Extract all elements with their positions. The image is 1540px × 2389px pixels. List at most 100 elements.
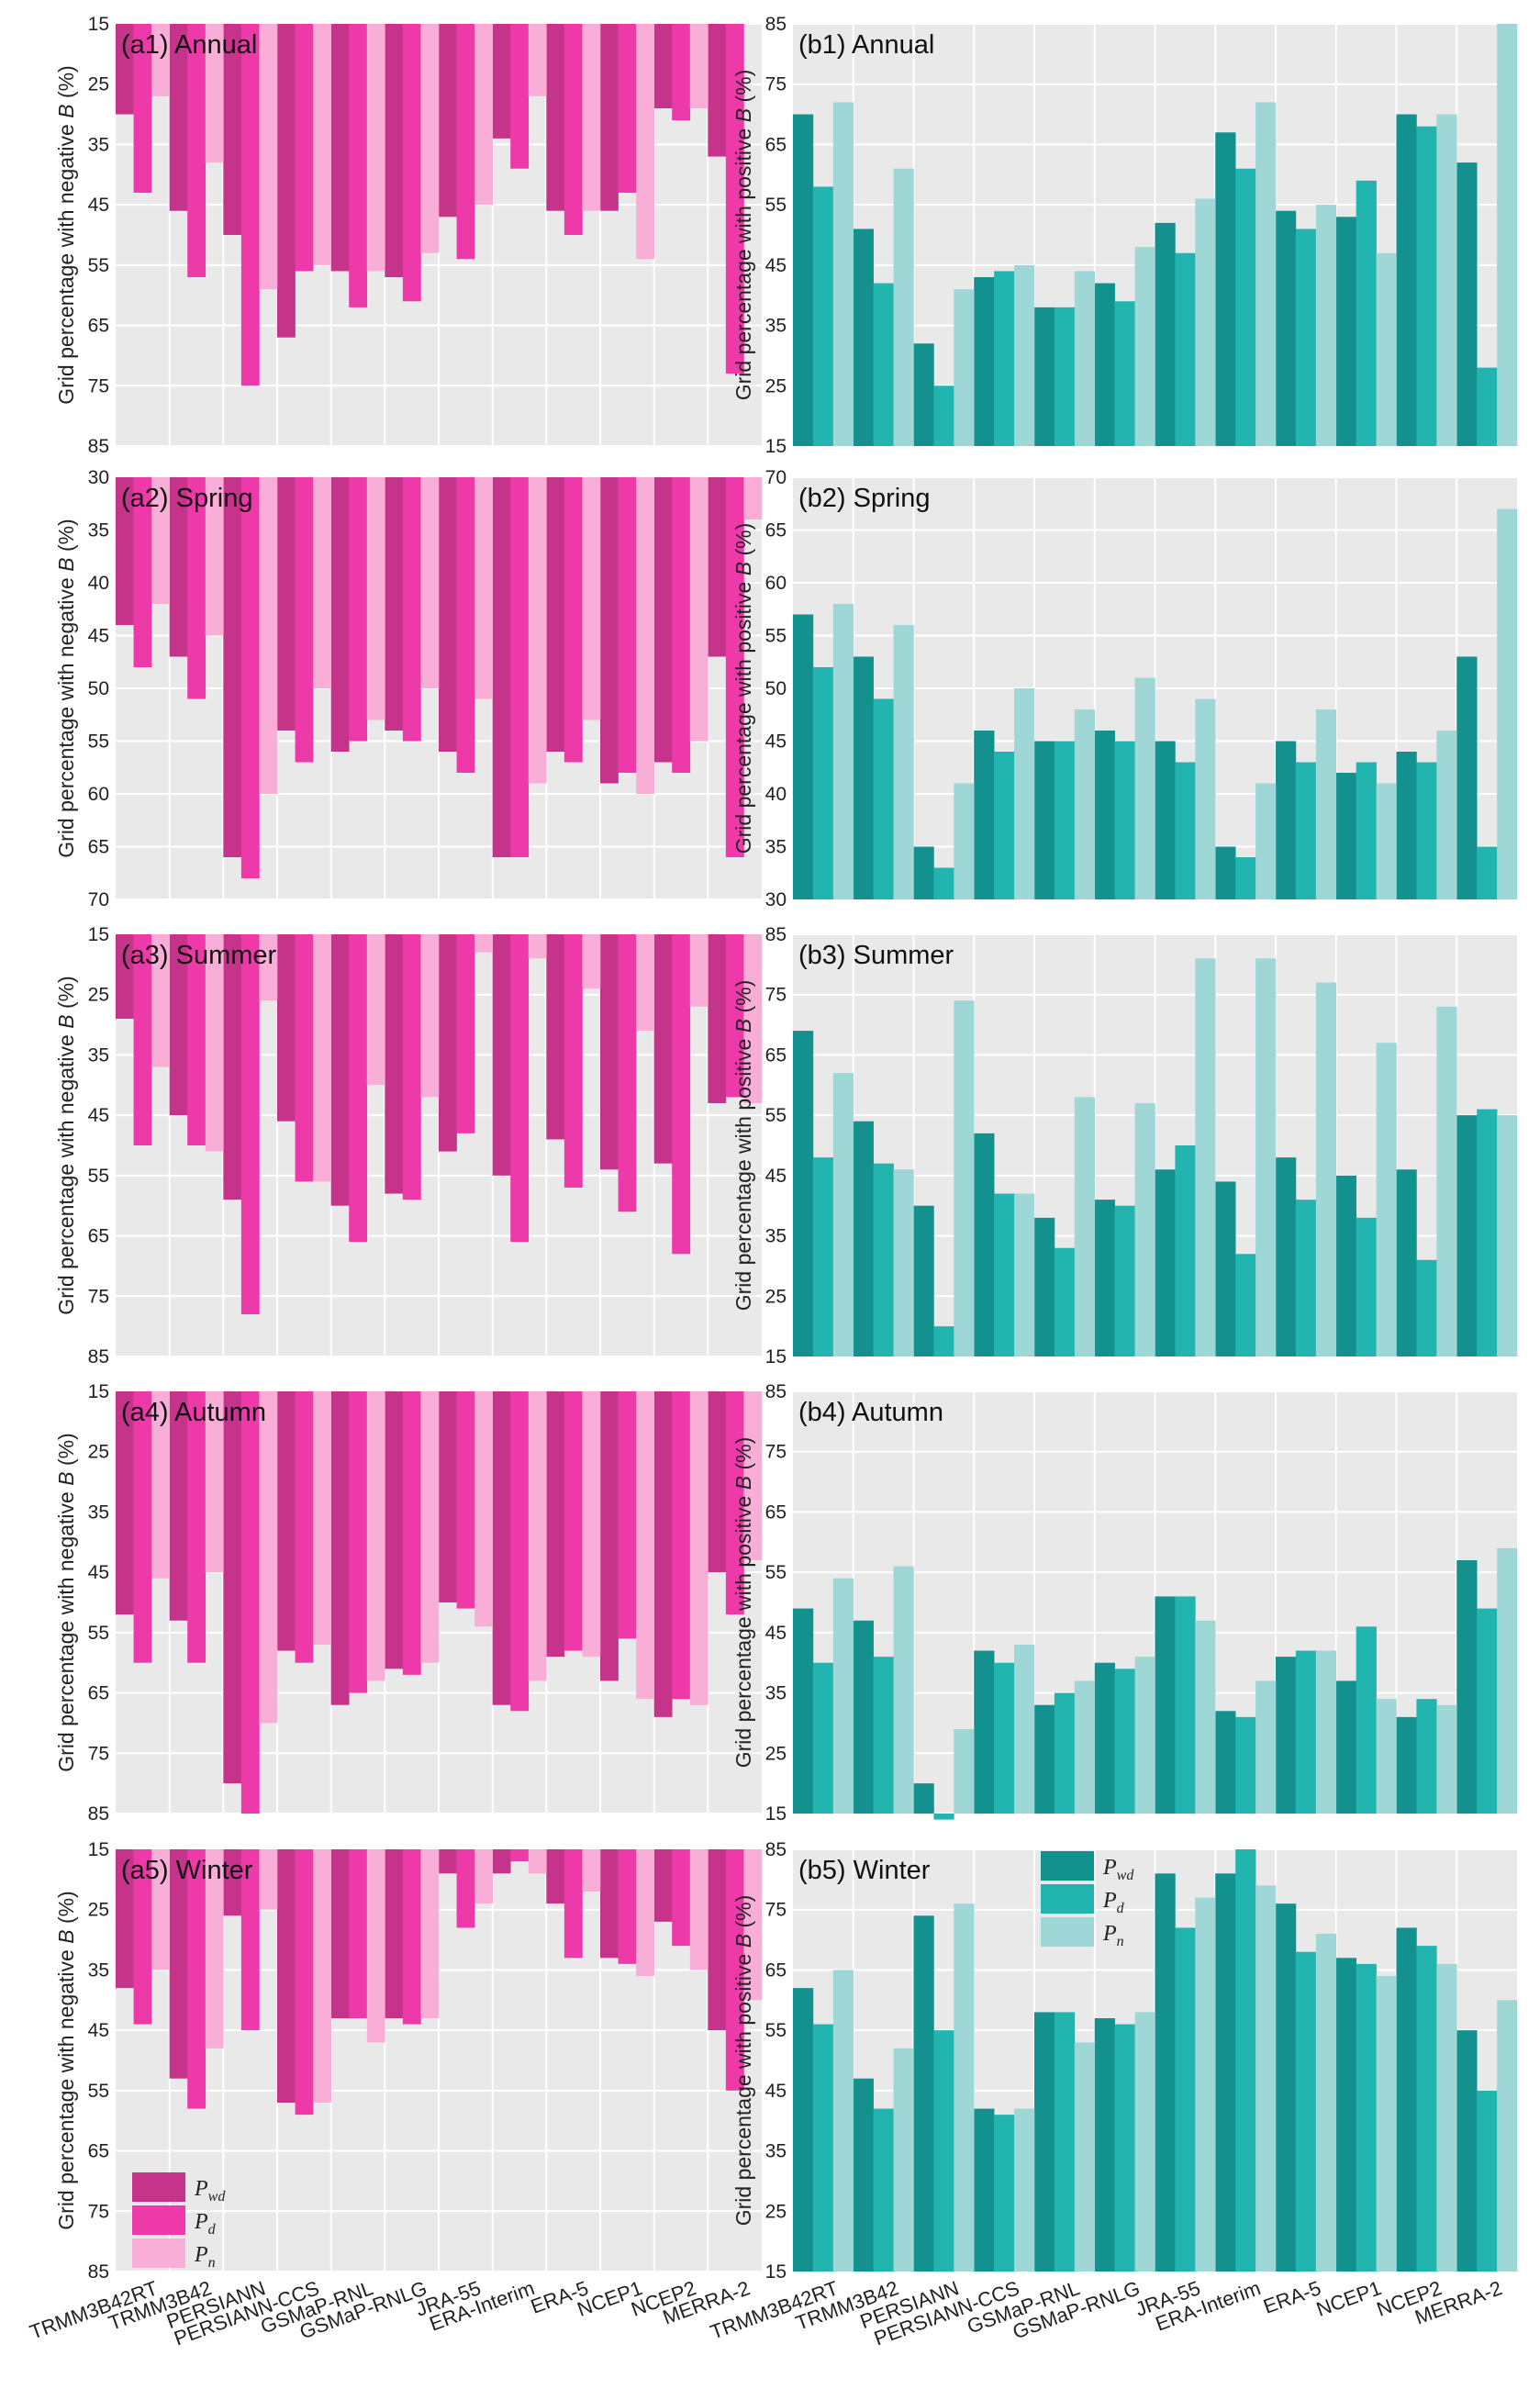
- bar-Pwd-ERA-Interim: [1215, 1711, 1236, 1814]
- bar-Pwd-TRMM3B42: [853, 1620, 874, 1814]
- bar-Pd-NCEP2: [1416, 1259, 1437, 1356]
- legend-label-base: P: [1102, 1856, 1117, 1880]
- bar-Pd-TRMM3B42RT: [133, 1391, 152, 1663]
- bar-Pwd-MERRA-2: [708, 477, 727, 657]
- bar-Pn-TRMM3B42RT: [151, 1849, 170, 1970]
- bar-Pd-ERA-5: [564, 1849, 583, 1959]
- bar-Pwd-GSMaP-RNLG: [1094, 1662, 1115, 1814]
- bar-Pd-TRMM3B42: [187, 934, 206, 1145]
- bar-Pn-GSMaP-RNLG: [1134, 1103, 1155, 1356]
- bar-Pn-GSMaP-RNL: [1074, 1097, 1096, 1356]
- bar-Pn-MERRA-2: [1497, 1115, 1518, 1356]
- bar-Pd-PERSIANN: [240, 477, 260, 878]
- y-tick-label: 35: [765, 316, 787, 337]
- legend-label-subscript: wd: [208, 2189, 227, 2205]
- bar-Pd-NCEP2: [1416, 126, 1437, 446]
- bar-Pwd-NCEP2: [653, 477, 673, 763]
- y-tick-label: 50: [765, 678, 787, 699]
- bar-Pwd-PERSIANN-CCS: [277, 934, 296, 1122]
- bar-Pn-PERSIANN: [259, 934, 278, 1001]
- bar-Pwd-ERA-Interim: [492, 934, 511, 1176]
- bar-Pd-MERRA-2: [725, 24, 744, 374]
- bar-Pd-PERSIANN-CCS: [994, 1662, 1015, 1814]
- bar-Pd-PERSIANN-CCS: [295, 24, 314, 272]
- bar-Pn-PERSIANN-CCS: [1014, 1645, 1035, 1814]
- bar-Pd-ERA-5: [564, 1391, 583, 1651]
- legend-label-subscript: n: [1117, 1934, 1124, 1949]
- y-tick-label: 55: [765, 2020, 787, 2041]
- y-tick-label: 70: [765, 467, 787, 488]
- bar-Pd-JRA-55: [456, 934, 475, 1133]
- legend-label-base: P: [194, 2210, 208, 2234]
- bar-Pn-GSMaP-RNL: [366, 477, 385, 720]
- bar-Pd-ERA-Interim: [510, 1391, 530, 1712]
- panel-title: (a5) Winter: [121, 1856, 253, 1885]
- bar-Pn-JRA-55: [474, 1391, 493, 1627]
- y-axis-label: Grid percentage with positive B (%): [731, 523, 755, 854]
- bar-Pwd-JRA-55: [1155, 1873, 1176, 2272]
- bar-Pd-GSMaP-RNL: [349, 1391, 368, 1693]
- bar-Pd-GSMaP-RNL: [1054, 307, 1076, 446]
- bar-Pd-ERA-Interim: [1235, 857, 1256, 899]
- y-tick-label: 35: [88, 1044, 109, 1066]
- bar-Pn-PERSIANN: [954, 1729, 975, 1814]
- bar-Pn-ERA-Interim: [528, 24, 547, 96]
- bar-Pd-GSMaP-RNL: [349, 934, 368, 1243]
- bar-Pwd-ERA-5: [1276, 741, 1297, 899]
- bar-Pd-TRMM3B42RT: [133, 477, 152, 667]
- bar-Pn-ERA-5: [1315, 709, 1337, 899]
- y-axis-label-text: Grid percentage with positive: [731, 1033, 755, 1311]
- bar-Pn-NCEP1: [636, 1849, 654, 1976]
- bar-Pd-ERA-5: [1295, 1650, 1317, 1814]
- bar-Pn-ERA-5: [582, 934, 601, 989]
- bar-Pwd-NCEP2: [653, 24, 673, 108]
- y-tick-label: 65: [765, 1044, 787, 1066]
- y-tick-label: 50: [88, 678, 109, 699]
- bar-Pn-GSMaP-RNLG: [420, 24, 440, 253]
- bar-Pn-TRMM3B42RT: [832, 604, 854, 899]
- bar-Pd-MERRA-2: [1477, 2090, 1498, 2272]
- bar-Pd-PERSIANN-CCS: [994, 752, 1015, 899]
- bar-Pwd-TRMM3B42: [853, 656, 874, 899]
- bar-Pd-TRMM3B42: [873, 698, 894, 899]
- bar-Pd-ERA-Interim: [1235, 168, 1256, 446]
- bar-Pd-JRA-55: [456, 1391, 475, 1609]
- bar-Pd-PERSIANN: [933, 867, 954, 899]
- bar-Pn-ERA-Interim: [1255, 958, 1277, 1356]
- bar-Pwd-GSMaP-RNL: [1034, 307, 1055, 446]
- bar-Pd-NCEP1: [618, 24, 637, 193]
- bar-Pd-GSMaP-RNLG: [1114, 2024, 1135, 2272]
- bar-Pn-NCEP2: [1436, 1704, 1457, 1814]
- x-category-label: ERA-5: [1260, 2276, 1323, 2318]
- y-axis-label-unit: (%): [731, 70, 755, 108]
- bar-Pd-PERSIANN: [240, 934, 260, 1314]
- bar-Pd-GSMaP-RNLG: [402, 477, 421, 742]
- bar-Pn-JRA-55: [1195, 198, 1216, 446]
- bar-Pwd-PERSIANN-CCS: [974, 1133, 995, 1356]
- bar-Pwd-TRMM3B42RT: [116, 1391, 134, 1615]
- bar-Pn-TRMM3B42RT: [151, 934, 170, 1067]
- bar-Pwd-GSMaP-RNL: [330, 1391, 350, 1705]
- bar-Pwd-ERA-Interim: [492, 24, 511, 139]
- bar-Pn-NCEP1: [1376, 252, 1397, 446]
- bar-Pd-PERSIANN: [933, 1326, 954, 1356]
- y-tick-label: 85: [88, 1346, 109, 1368]
- bar-Pd-TRMM3B42RT: [812, 667, 834, 899]
- bar-Pwd-TRMM3B42: [169, 1391, 188, 1621]
- bar-Pn-JRA-55: [474, 477, 493, 699]
- bar-Pwd-ERA-Interim: [492, 1849, 511, 1874]
- bar-Pn-PERSIANN-CCS: [313, 1849, 331, 2103]
- bar-Pn-ERA-5: [1315, 1934, 1337, 2272]
- bar-Pn-NCEP1: [1376, 1043, 1397, 1356]
- y-tick-label: 65: [88, 837, 109, 858]
- bar-Pn-NCEP1: [1376, 783, 1397, 899]
- bar-Pn-GSMaP-RNL: [366, 1849, 385, 2043]
- bar-Pn-TRMM3B42: [893, 168, 914, 446]
- bar-Pn-PERSIANN-CCS: [1014, 264, 1035, 446]
- bar-Pd-TRMM3B42RT: [133, 1849, 152, 2025]
- bar-Pn-NCEP1: [636, 477, 654, 794]
- bar-Pd-TRMM3B42: [187, 1391, 206, 1663]
- y-axis-label-text: Grid percentage with negative: [54, 1029, 78, 1315]
- bar-Pd-GSMaP-RNL: [1054, 1247, 1076, 1356]
- panel-title: (b3) Summer: [798, 941, 954, 970]
